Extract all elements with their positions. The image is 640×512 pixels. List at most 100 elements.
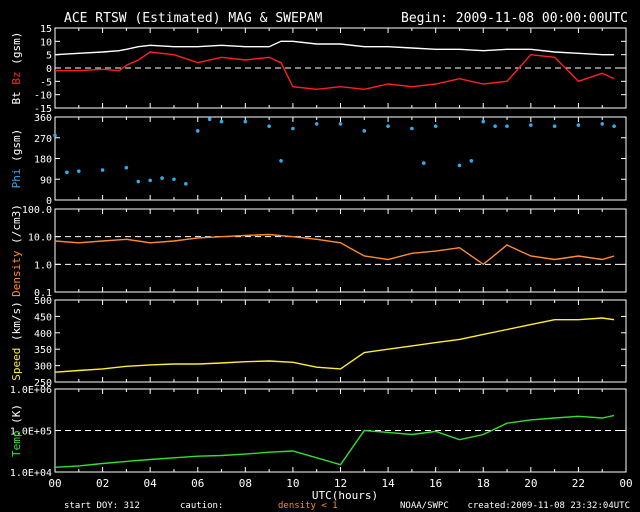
y-tick-label: 0 <box>46 64 52 75</box>
x-tick-label: 16 <box>429 477 442 490</box>
data-point-phi <box>243 119 248 124</box>
data-point-phi <box>291 126 295 131</box>
data-point-phi <box>433 124 438 129</box>
y-label-part: (km/s) <box>10 301 23 347</box>
y-axis-label: Speed (km/s) <box>10 301 23 380</box>
y-tick-label: 90 <box>40 175 52 186</box>
data-point-phi <box>267 124 271 129</box>
y-tick-label: 10 <box>40 37 52 48</box>
y-tick-label: 1.0E+06 <box>10 385 52 396</box>
panel-frame <box>54 208 627 293</box>
begin-time: Begin: 2009-11-08 00:00:00UTC <box>401 11 628 26</box>
data-point-phi <box>100 168 105 172</box>
y-tick-label: 0.1 <box>34 288 52 299</box>
y-label-part: Phi <box>10 168 23 188</box>
data-point-phi <box>469 159 474 163</box>
x-tick-label: 02 <box>96 477 109 490</box>
x-tick-label: 00 <box>48 477 61 490</box>
y-tick-label: 500 <box>34 296 52 307</box>
data-point-phi <box>600 122 605 126</box>
x-axis-label: UTC(hours) <box>312 489 378 502</box>
x-tick-label: 06 <box>191 477 204 490</box>
x-tick-label: 14 <box>381 477 395 490</box>
data-point-phi <box>184 182 188 186</box>
start-doy: start DOY: 312 <box>64 501 140 511</box>
y-label-part: (gsm) <box>10 129 23 169</box>
data-point-phi <box>421 161 426 165</box>
y-label-part: Bt <box>10 91 23 104</box>
data-point-phi <box>362 129 367 133</box>
y-tick-label: 1.0E+04 <box>10 468 52 479</box>
data-point-phi <box>493 124 497 129</box>
y-label-part: Bz <box>10 71 23 91</box>
y-axis-label: Density (/cm3) <box>10 204 23 297</box>
y-label-part: Speed <box>10 348 23 381</box>
data-point-phi <box>65 170 69 175</box>
data-point-phi <box>314 122 319 126</box>
y-tick-label: 180 <box>34 155 52 166</box>
data-point-phi <box>529 123 533 127</box>
y-axis-label: Bt Bz (gsm) <box>10 32 23 105</box>
y-tick-label: -10 <box>34 91 52 102</box>
y-axis-label: Temp (K) <box>10 404 23 457</box>
y-tick-label: -15 <box>34 104 52 115</box>
data-point-phi <box>612 124 616 129</box>
series-line-bz <box>55 51 615 91</box>
x-tick-label: 12 <box>334 477 347 490</box>
y-tick-label: 450 <box>34 312 52 323</box>
data-point-phi <box>386 124 390 129</box>
data-point-phi <box>124 165 129 170</box>
y-tick-label: 270 <box>34 134 52 145</box>
data-point-phi <box>279 159 283 163</box>
y-tick-label: 10.0 <box>28 233 52 244</box>
y-label-part: (K) <box>10 404 23 431</box>
x-tick-label: 10 <box>286 477 299 490</box>
chart-title: ACE RTSW (Estimated) MAG & SWEPAM <box>64 11 322 26</box>
source-label: NOAA/SWPC <box>400 501 449 511</box>
panel-frame <box>54 116 627 201</box>
x-tick-label: 20 <box>524 477 537 490</box>
y-label-part: (gsm) <box>10 32 23 72</box>
x-tick-label: 00 <box>619 477 632 490</box>
y-tick-label: 350 <box>34 345 52 356</box>
y-tick-label: 400 <box>34 329 52 340</box>
caution-label: caution: <box>180 501 223 511</box>
data-point-phi <box>219 119 224 124</box>
series-line-speed <box>54 317 615 373</box>
y-tick-label: 1.0E+05 <box>10 427 52 438</box>
data-point-phi <box>410 126 414 131</box>
x-tick-label: 04 <box>144 477 158 490</box>
x-tick-label: 08 <box>239 477 252 490</box>
y-tick-label: 250 <box>34 378 52 389</box>
data-point-phi <box>457 163 462 168</box>
y-label-part: (/cm3) <box>10 204 23 250</box>
y-tick-label: -5 <box>40 77 52 88</box>
y-tick-label: 15 <box>40 24 52 35</box>
x-tick-label: 22 <box>572 477 585 490</box>
series-line-bt <box>54 40 615 56</box>
data-point-phi <box>552 124 557 129</box>
y-label-part: Density <box>10 250 23 297</box>
created-time: created:2009-11-08 23:32:04UTC <box>467 501 630 511</box>
data-point-phi <box>481 119 486 124</box>
data-point-phi <box>338 122 343 126</box>
y-axis-label: Phi (gsm) <box>10 129 23 189</box>
series-line-temp <box>54 414 615 468</box>
density-note: density < 1 <box>278 501 338 511</box>
y-tick-label: 5 <box>46 51 52 62</box>
x-tick-label: 18 <box>477 477 490 490</box>
y-tick-label: 360 <box>34 113 52 124</box>
y-tick-label: 300 <box>34 362 52 373</box>
data-point-phi <box>207 117 212 122</box>
y-tick-label: 1.0 <box>34 260 52 271</box>
y-label-part: Temp <box>10 431 23 458</box>
data-point-phi <box>160 176 164 180</box>
panel-frame <box>54 299 627 383</box>
data-point-phi <box>576 123 581 127</box>
data-point-phi <box>76 169 81 173</box>
data-point-phi <box>505 124 509 129</box>
y-tick-label: 100.0 <box>22 205 52 216</box>
data-point-phi <box>148 178 152 183</box>
data-point-phi <box>195 129 200 133</box>
